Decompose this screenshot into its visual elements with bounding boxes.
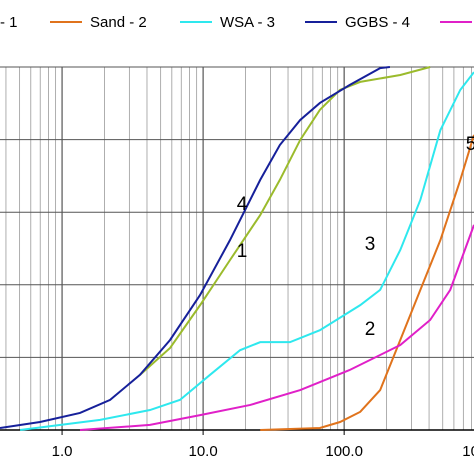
data-line bbox=[0, 66, 390, 429]
curve-label: 2 bbox=[365, 319, 376, 340]
curve-label: 1 bbox=[237, 241, 248, 262]
legend-label: GGBS - 4 bbox=[345, 14, 410, 31]
x-tick-label: 10.0 bbox=[189, 443, 218, 460]
legend-label: WSA - 3 bbox=[220, 14, 275, 31]
data-line bbox=[139, 66, 431, 376]
curve-label: 5 bbox=[466, 134, 474, 155]
data-line bbox=[79, 224, 474, 431]
x-tick-label: 1000.0 bbox=[462, 443, 474, 460]
x-tick-label: 100.0 bbox=[325, 443, 363, 460]
data-line bbox=[260, 134, 474, 431]
curve-label: 4 bbox=[237, 194, 248, 215]
legend-label: - 1 bbox=[0, 14, 18, 31]
data-line bbox=[19, 71, 474, 431]
legend-label: Sand - 2 bbox=[90, 14, 147, 31]
curve-label: 3 bbox=[365, 234, 376, 255]
x-tick-label: 1.0 bbox=[52, 443, 73, 460]
